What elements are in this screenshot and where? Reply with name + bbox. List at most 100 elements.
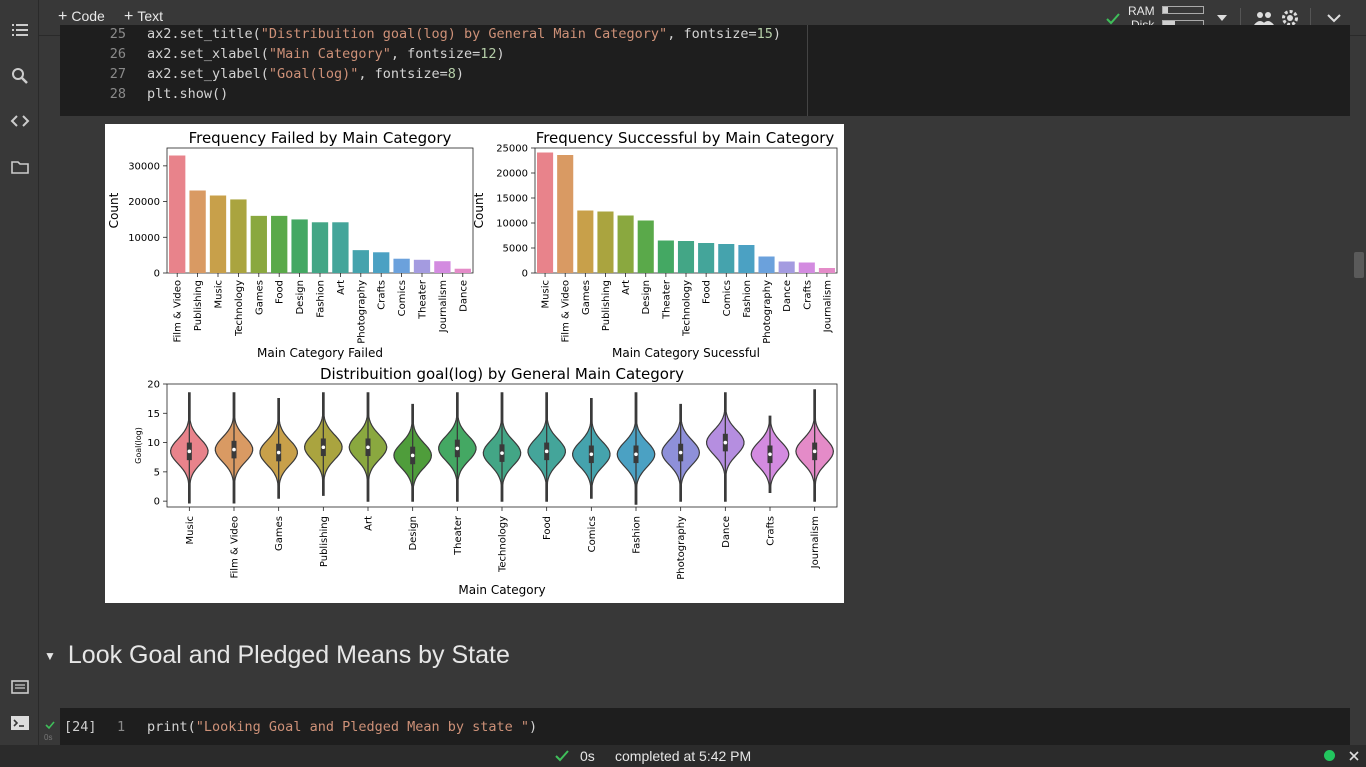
bar <box>434 261 451 273</box>
add-text-button[interactable]: + Text <box>124 8 164 25</box>
x-tick-label: Publishing <box>193 280 204 331</box>
y-tick-label: 25000 <box>496 144 528 155</box>
bar <box>677 241 695 273</box>
status-check-icon <box>555 750 569 762</box>
line-number: 27 <box>109 66 126 82</box>
x-tick-label: Film & Video <box>230 516 241 579</box>
bar <box>818 268 835 273</box>
status-bar: 0s completed at 5:42 PM <box>0 745 1366 767</box>
share-people-icon[interactable] <box>1254 11 1274 25</box>
x-tick-label: Comics <box>722 280 733 316</box>
bar <box>413 259 431 273</box>
chart-title: Frequency Successful by Main Category <box>536 129 835 147</box>
x-tick-label: Design <box>408 516 419 551</box>
code-cell-divider <box>807 25 808 116</box>
chart-title: Distribuition goal(log) by General Main … <box>320 365 684 383</box>
left-sidebar <box>0 0 39 745</box>
collapse-chevron-icon[interactable] <box>1327 14 1341 23</box>
x-tick-label: Technology <box>234 280 245 337</box>
violin-median <box>232 447 236 452</box>
y-axis-label: Goal(log) <box>134 427 143 464</box>
gear-icon[interactable] <box>1281 9 1299 27</box>
collapse-section-icon[interactable]: ▼ <box>44 649 56 664</box>
command-palette-icon[interactable] <box>10 677 30 697</box>
execution-count: [24] <box>64 719 97 735</box>
bar <box>230 199 247 273</box>
code-text: print( <box>147 719 196 735</box>
bar <box>577 210 594 273</box>
code-cell[interactable]: 25 ax2.set_title("Distribuition goal(log)… <box>60 25 1350 116</box>
run-success-check-icon[interactable] <box>45 720 55 730</box>
chevron-down-icon <box>1217 15 1227 21</box>
x-tick-label: Food <box>702 280 713 304</box>
close-icon[interactable] <box>1349 751 1359 761</box>
code-text: ax2.set_xlabel( <box>147 46 269 62</box>
folder-icon[interactable] <box>10 157 30 177</box>
scrollbar-thumb[interactable] <box>1354 252 1364 278</box>
bar <box>291 219 308 273</box>
search-icon[interactable] <box>10 66 30 86</box>
code-string: "Looking Goal and Pledged Mean by state … <box>195 719 530 735</box>
status-message: completed at 5:42 PM <box>615 748 752 764</box>
x-axis-label: Main Category Sucessful <box>612 346 760 360</box>
code-number: 8 <box>447 66 456 82</box>
x-tick-label: Art <box>364 516 375 531</box>
x-tick-label: Theater <box>453 515 464 556</box>
x-tick-label: Music <box>214 280 225 308</box>
x-tick-label: Art <box>336 280 347 295</box>
ram-meter <box>1162 6 1204 14</box>
violin-median <box>187 449 192 454</box>
violin-median <box>321 445 326 450</box>
add-text-label: Text <box>137 8 164 24</box>
x-tick-label: Design <box>295 280 306 315</box>
violin-median <box>812 449 817 454</box>
code-cell-24[interactable]: 0s [24] 1 print("Looking Goal and Pledge… <box>44 708 1350 745</box>
violin-median <box>678 450 683 455</box>
bar <box>352 250 369 273</box>
x-tick-label: Technology <box>498 516 509 573</box>
connection-status-dot[interactable] <box>1324 750 1335 761</box>
x-tick-label: Publishing <box>319 516 330 567</box>
bar <box>169 155 186 273</box>
table-of-contents-icon[interactable] <box>10 20 30 40</box>
x-tick-label: Comics <box>397 280 408 316</box>
add-code-button[interactable]: + Code <box>58 8 105 25</box>
violin-median <box>500 451 504 455</box>
section-heading[interactable]: ▼ Look Goal and Pledged Means by State <box>44 641 510 670</box>
violin-median <box>410 453 415 458</box>
violin-median <box>723 440 728 445</box>
y-tick-label: 20000 <box>496 169 528 180</box>
check-icon <box>1106 13 1120 25</box>
terminal-icon[interactable] <box>10 713 30 733</box>
x-tick-label: Games <box>274 516 285 551</box>
run-time-label: 0s <box>44 733 53 742</box>
x-tick-label: Photography <box>762 280 773 344</box>
code-snippets-icon[interactable] <box>10 111 30 131</box>
y-tick-label: 0 <box>154 269 160 280</box>
x-tick-label: Journalism <box>810 516 821 569</box>
toolbar-divider <box>1240 8 1241 28</box>
bar <box>738 245 755 273</box>
code-line: 28 plt.show() <box>60 86 229 106</box>
x-tick-label: Fashion <box>632 516 643 554</box>
code-text-end: , fontsize=15) <box>667 26 781 42</box>
line-number: 28 <box>109 86 126 102</box>
violin-median <box>634 452 638 457</box>
line-number: 25 <box>109 26 126 42</box>
x-tick-label: Games <box>581 280 592 315</box>
bar <box>557 155 574 273</box>
bar <box>698 243 715 273</box>
x-tick-label: Games <box>254 280 265 315</box>
y-tick-label: 0 <box>522 269 528 280</box>
x-tick-label: Photography <box>676 516 687 580</box>
y-tick-label: 10 <box>147 438 160 449</box>
bar <box>537 152 554 273</box>
x-tick-label: Art <box>621 280 632 295</box>
code-text: plt.show() <box>147 86 229 102</box>
y-tick-label: 5000 <box>503 244 528 255</box>
code-line: print("Looking Goal and Pledged Mean by … <box>147 719 537 735</box>
bar <box>637 220 654 273</box>
x-tick-label: Crafts <box>802 280 813 310</box>
bar <box>657 240 674 273</box>
x-tick-label: Technology <box>682 280 693 337</box>
